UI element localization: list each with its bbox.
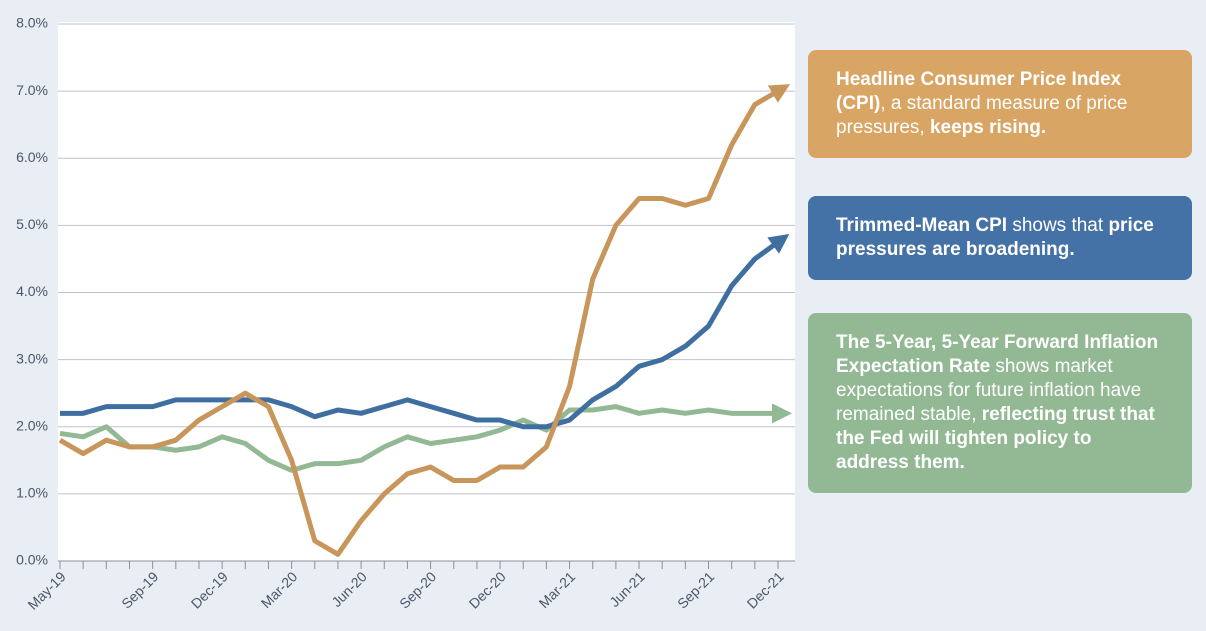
x-tick-label: Mar-20 <box>258 568 301 611</box>
series-line <box>58 84 791 557</box>
x-tick-label: Mar-21 <box>536 568 579 611</box>
y-tick-label: 4.0% <box>16 283 48 299</box>
callout-box: Headline Consumer Price Index (CPI), a s… <box>808 50 1192 158</box>
callout-text: shows that <box>1007 215 1109 236</box>
x-tick-label: Sep-20 <box>396 568 439 611</box>
callout-text: Headline Consumer Price Index (CPI) <box>836 69 1122 114</box>
callout-text: keeps rising. <box>929 117 1047 138</box>
x-tick-label: Dec-20 <box>466 568 509 611</box>
y-tick-label: 2.0% <box>16 417 48 433</box>
x-tick-label: Sep-19 <box>118 568 161 611</box>
y-tick-label: 3.0% <box>16 350 48 366</box>
chart: 0.0% 1.0% 2.0% 3.0% 4.0% 5.0% 6.0% 7.0% 8.0% May-… <box>16 15 795 613</box>
y-tick-label: 5.0% <box>16 216 48 232</box>
y-tick-label: 6.0% <box>16 149 48 165</box>
x-tick-label: May-19 <box>24 568 68 612</box>
plot-area <box>58 22 795 561</box>
callout-text: The 5-Year, 5-Year Forward Inflation Exp… <box>836 332 1159 377</box>
series-line <box>59 403 792 473</box>
callout-text: price pressures are broadening. <box>836 215 1154 260</box>
callout-text: , a standard measure of price pressures, <box>836 93 1128 138</box>
y-tick-label: 1.0% <box>16 485 48 501</box>
y-tick-label: 8.0% <box>16 15 48 31</box>
callout-text: shows market expectations for future inf… <box>836 356 1142 425</box>
y-tick-label: 0.0% <box>16 552 48 568</box>
callout-box: The 5-Year, 5-Year Forward Inflation Exp… <box>808 313 1192 493</box>
callout-box: Trimmed-Mean CPI shows that price pressu… <box>808 196 1192 280</box>
callout-text: Trimmed-Mean CPI <box>836 215 1008 236</box>
x-tick-label: Dec-19 <box>188 568 231 611</box>
x-tick-label: Jun-21 <box>606 568 648 610</box>
y-tick-label: 7.0% <box>16 82 48 98</box>
x-tick-label: Jun-20 <box>328 568 370 610</box>
series-line <box>60 233 790 430</box>
callout-text: reflecting trust that the Fed will tight… <box>836 404 1155 473</box>
x-tick-label: Sep-21 <box>674 568 717 611</box>
x-tick-label: Dec-21 <box>744 568 787 611</box>
